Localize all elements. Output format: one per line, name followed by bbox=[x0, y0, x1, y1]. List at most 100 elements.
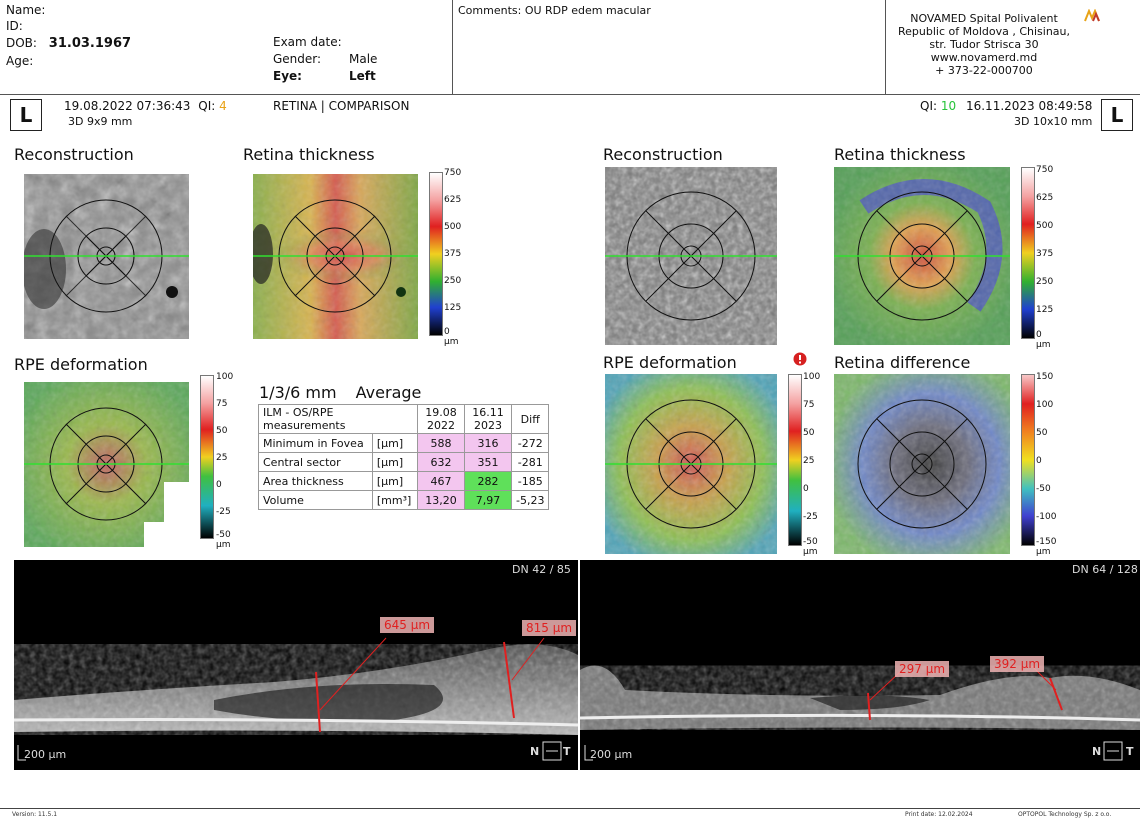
dob-value: 31.03.1967 bbox=[48, 36, 132, 51]
right-exam-datetime: 16.11.2023 08:49:58 bbox=[965, 99, 1093, 113]
scale-label: 500 bbox=[444, 222, 462, 232]
row-diff: -185 bbox=[510, 471, 550, 491]
left-rpe-map bbox=[24, 382, 189, 547]
dob-row: DOB: 31.03.1967 bbox=[6, 34, 246, 53]
scale-label: -100 bbox=[1036, 512, 1057, 522]
scale-unit: µm bbox=[444, 337, 459, 347]
left-oct-measure-1: 645 µm bbox=[380, 617, 435, 633]
left-thickness-title: Retina thickness bbox=[243, 145, 375, 164]
scale-label: 50 bbox=[1036, 428, 1048, 438]
comments: Comments: OU RDP edem macular bbox=[458, 4, 651, 17]
scale-label: 125 bbox=[444, 303, 462, 313]
left-scan-type: 3D 9x9 mm bbox=[68, 115, 133, 128]
scale-label: 50 bbox=[216, 426, 228, 436]
row-diff: -281 bbox=[510, 452, 550, 472]
right-reconstruction-title: Reconstruction bbox=[603, 145, 723, 164]
measurements-header: ILM - OS/RPE measurements bbox=[258, 404, 418, 434]
col-diff: Diff bbox=[510, 404, 550, 434]
scale-label: -50 bbox=[1036, 484, 1051, 494]
right-oct-n: N bbox=[1092, 745, 1102, 758]
clinic-street: str. Tudor Strisca 30 bbox=[929, 38, 1039, 51]
row-label: Area thickness bbox=[258, 471, 373, 491]
row-unit: [µm] bbox=[371, 433, 419, 453]
right-oct-t: T bbox=[1126, 745, 1134, 758]
scale-label: 50 bbox=[803, 428, 815, 438]
eye-value: Left bbox=[349, 69, 376, 83]
scale-label: -50 bbox=[803, 537, 818, 547]
scale-label: 25 bbox=[803, 456, 815, 466]
table-row: Minimum in Fovea [µm] 588 316 -272 bbox=[258, 433, 550, 453]
right-oct-measure-2: 392 µm bbox=[990, 656, 1045, 672]
left-rpe-scale bbox=[200, 375, 214, 539]
left-thickness-scale bbox=[429, 172, 443, 336]
exam-block: Exam date: Gender: Male Eye: Left bbox=[273, 34, 443, 128]
measurements-table: ILM - OS/RPE measurements 19.08 2022 16.… bbox=[258, 404, 550, 510]
right-reconstruction-image bbox=[605, 167, 777, 345]
row-label: Central sector bbox=[258, 452, 373, 472]
scale-unit: µm bbox=[1036, 547, 1051, 557]
right-oct-bscan bbox=[580, 560, 1140, 770]
clinic-block: NOVAMED Spital Polivalent Republic of Mo… bbox=[886, 12, 1082, 106]
dob-label: DOB: bbox=[6, 36, 37, 50]
scale-label: 25 bbox=[216, 453, 228, 463]
left-oct-t: T bbox=[563, 745, 571, 758]
retina-difference-title: Retina difference bbox=[834, 353, 971, 372]
age-label: Age: bbox=[6, 54, 34, 68]
scale-label: 750 bbox=[1036, 165, 1054, 175]
scale-label: -50 bbox=[216, 530, 231, 540]
row-value-2: 7,97 bbox=[464, 490, 512, 510]
scale-label: 100 bbox=[1036, 400, 1054, 410]
version-text: Version: 11.5.1 bbox=[12, 811, 58, 818]
scale-label: 0 bbox=[216, 480, 222, 490]
scale-label: -150 bbox=[1036, 537, 1057, 547]
logo-icon bbox=[1084, 8, 1100, 22]
col-date-1: 19.08 2022 bbox=[417, 404, 465, 434]
difference-scale bbox=[1021, 374, 1035, 546]
scale-label: 625 bbox=[444, 195, 462, 205]
left-qi-label: QI: bbox=[198, 99, 216, 113]
scale-label: 0 bbox=[1036, 456, 1042, 466]
right-oct-dn: DN 64 / 128 bbox=[1072, 563, 1138, 576]
row-value-1: 588 bbox=[417, 433, 465, 453]
col-date-2: 16.11 2023 bbox=[464, 404, 512, 434]
row-diff: -272 bbox=[510, 433, 550, 453]
scale-label: -25 bbox=[803, 512, 818, 522]
right-scan-type: 3D 10x10 mm bbox=[1014, 115, 1093, 128]
scale-label: 0 bbox=[444, 327, 450, 337]
row-value-2: 282 bbox=[464, 471, 512, 491]
left-eye-badge: L bbox=[10, 99, 42, 131]
exam-info-row: L 19.08.2022 07:36:43 QI: 4 3D 9x9 mm RE… bbox=[0, 94, 1140, 136]
left-exam-datetime: 19.08.2022 07:36:43 bbox=[64, 99, 191, 113]
left-rpe-title: RPE deformation bbox=[14, 355, 148, 374]
scale-label: 250 bbox=[1036, 277, 1054, 287]
scale-label: 0 bbox=[803, 484, 809, 494]
mode-label: RETINA | COMPARISON bbox=[273, 99, 410, 113]
scale-label: 75 bbox=[216, 399, 228, 409]
table-row: Central sector [µm] 632 351 -281 bbox=[258, 452, 550, 472]
scale-label: 125 bbox=[1036, 305, 1054, 315]
left-oct-measure-2: 815 µm bbox=[522, 620, 577, 636]
report-footer: Version: 11.5.1 Print date: 12.02.2024 O… bbox=[0, 808, 1140, 818]
gender-value: Male bbox=[349, 52, 378, 66]
right-rpe-scale bbox=[788, 374, 802, 546]
scale-label: 100 bbox=[803, 372, 821, 382]
row-value-2: 351 bbox=[464, 452, 512, 472]
scale-label: 100 bbox=[216, 372, 234, 382]
left-reconstruction-image bbox=[24, 174, 189, 339]
scale-label: 500 bbox=[1036, 221, 1054, 231]
scale-label: -25 bbox=[216, 507, 231, 517]
row-unit: [µm] bbox=[371, 452, 419, 472]
clinic-logo bbox=[1084, 8, 1140, 22]
gender-label: Gender: bbox=[273, 52, 322, 66]
left-qi-value: 4 bbox=[219, 99, 227, 113]
row-label: Volume bbox=[258, 490, 373, 510]
patient-block: Name: ID: DOB: 31.03.1967 Age: bbox=[6, 2, 246, 96]
scale-label: 0 bbox=[1036, 330, 1042, 340]
row-value-1: 467 bbox=[417, 471, 465, 491]
right-thickness-title: Retina thickness bbox=[834, 145, 966, 164]
scale-unit: µm bbox=[1036, 340, 1051, 350]
table-mode: Average bbox=[355, 383, 422, 402]
right-eye-badge: L bbox=[1101, 99, 1133, 131]
scale-label: 250 bbox=[444, 276, 462, 286]
row-unit: [mm³] bbox=[371, 490, 419, 510]
